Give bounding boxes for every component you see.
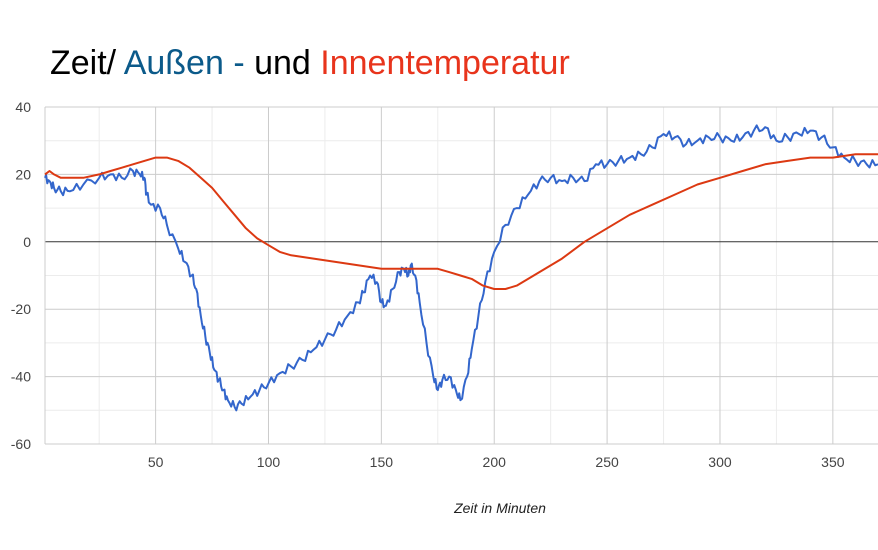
y-tick-label: 0: [23, 234, 31, 250]
y-tick-label: -40: [11, 369, 31, 385]
grid-layer: [44, 106, 878, 445]
x-tick-label: 300: [708, 454, 732, 470]
y-tick-label: -60: [11, 436, 31, 452]
y-tick-label: 20: [15, 166, 31, 182]
title-part-innentemperatur: Innentemperatur: [320, 44, 570, 82]
x-tick-label: 350: [821, 454, 845, 470]
x-tick-label: 150: [370, 454, 394, 470]
x-tick-label: 50: [148, 454, 164, 470]
chart-title: Zeit/ Außen - und Innentemperatur: [50, 44, 570, 83]
title-part-und: und: [254, 44, 321, 82]
series-layer: [44, 124, 878, 412]
x-tick-label: 250: [595, 454, 619, 470]
axis-layer: 50 100 150 200 250 300 350 -60 -40 -20 0 20 40: [11, 99, 845, 470]
y-tick-label: -20: [11, 301, 31, 317]
series-line-innen: [44, 153, 878, 290]
x-tick-label: 200: [483, 454, 507, 470]
x-axis-title: Zeit in Minuten: [453, 500, 546, 516]
x-tick-label: 100: [257, 454, 281, 470]
title-part-zeit: Zeit/: [50, 44, 124, 82]
y-tick-label: 40: [15, 99, 31, 115]
title-part-aussen: Außen -: [123, 44, 255, 82]
